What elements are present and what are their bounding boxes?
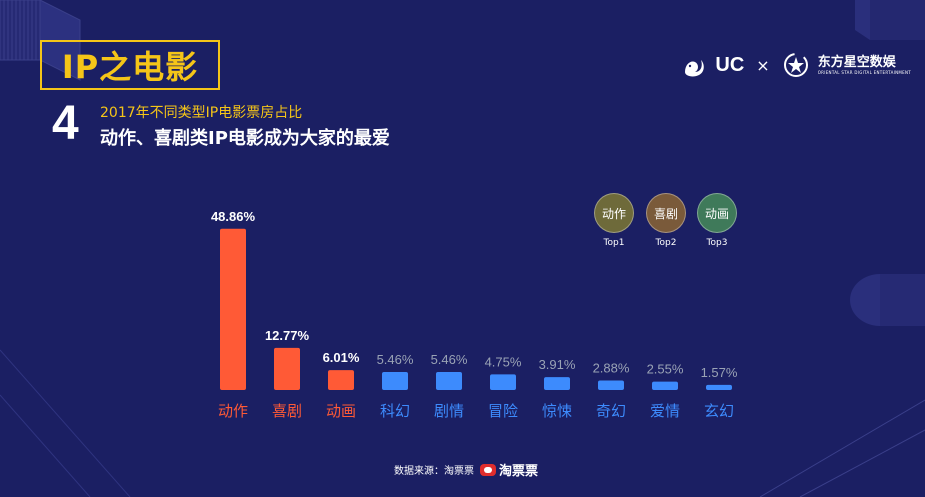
top3-label: Top3: [706, 238, 728, 248]
category-label: 动画: [326, 403, 356, 420]
uc-squirrel-icon: [685, 60, 705, 77]
taopiaopiao-text: 淘票票: [499, 464, 539, 479]
logo-area: UC × 东方星空数娱 ORIENTAL STAR DIGITAL ENTERT…: [681, 50, 911, 80]
category-label: 玄幻: [704, 403, 734, 420]
bar-4: [382, 371, 408, 390]
bar-value-label: 5.46%: [431, 352, 468, 367]
top1-genre: 动作: [601, 206, 626, 221]
uc-logo-text: UC: [715, 53, 745, 76]
bar-8: [598, 380, 624, 390]
collaboration-times: ×: [756, 55, 770, 75]
bar-value-label: 2.55%: [647, 362, 684, 377]
top2-label: Top2: [655, 238, 677, 248]
category-label: 喜剧: [272, 403, 302, 420]
category-label: 剧情: [434, 403, 464, 420]
bar-value-label: 48.86%: [211, 209, 256, 224]
taopiaopiao-icon: [480, 463, 496, 476]
bar-value-label: 12.77%: [265, 328, 310, 343]
oriental-logo-text: 东方星空数娱: [817, 54, 896, 70]
top3-badge: 动画: [697, 193, 737, 233]
top1-label: Top1: [603, 238, 625, 248]
oriental-logo-text-wrap: 东方星空数娱 ORIENTAL STAR DIGITAL ENTERTAINME…: [818, 56, 911, 75]
category-label: 爱情: [650, 403, 680, 420]
category-label: 科幻: [380, 403, 410, 420]
bar-value-label: 3.91%: [539, 357, 576, 372]
bar-value-label: 4.75%: [485, 354, 522, 369]
category-label: 动作: [218, 403, 248, 420]
bar-value-label: 1.57%: [701, 365, 738, 380]
oriental-star-icon: [783, 53, 808, 77]
bar-9: [652, 381, 678, 390]
bar-5: [436, 371, 462, 390]
top2-badge: 喜剧: [646, 193, 686, 233]
bottom-right-lines: [759, 399, 925, 497]
bar-value-label: 2.88%: [593, 360, 630, 375]
bar-7: [544, 377, 570, 390]
right-cylinder: [850, 274, 925, 326]
chart-subtitle: 2017年不同类型IP电影票房占比: [100, 105, 303, 121]
bar-6: [490, 374, 516, 390]
category-label: 惊悚: [542, 403, 572, 420]
oriental-logo-subtext: ORIENTAL STAR DIGITAL ENTERTAINMENT: [817, 69, 911, 75]
section-title: IP之电影: [61, 48, 199, 86]
category-label: 冒险: [488, 403, 518, 420]
bar-2: [274, 347, 300, 390]
slide-number: 4: [52, 97, 79, 150]
bottom-left-lines: [0, 349, 131, 497]
section-title-box: IP之电影: [40, 40, 220, 90]
taopiaopiao-logo: 淘票票: [480, 460, 538, 479]
data-source: 数据来源：淘票票 淘票票: [394, 460, 538, 479]
top-right-cube: [855, 0, 925, 40]
category-label: 奇幻: [596, 403, 626, 420]
top1-badge: 动作: [594, 193, 634, 233]
chart-headline: 动作、喜剧类IP电影成为大家的最爱: [100, 128, 390, 149]
top2-genre: 喜剧: [653, 206, 678, 221]
bar-1: [220, 228, 246, 390]
bar-value-label: 5.46%: [377, 352, 414, 367]
bar-3: [328, 370, 354, 390]
bar-value-label: 6.01%: [323, 350, 360, 365]
top3-genre: 动画: [704, 206, 729, 221]
bar-10: [706, 384, 732, 390]
source-label: 数据来源：淘票票: [394, 466, 474, 477]
